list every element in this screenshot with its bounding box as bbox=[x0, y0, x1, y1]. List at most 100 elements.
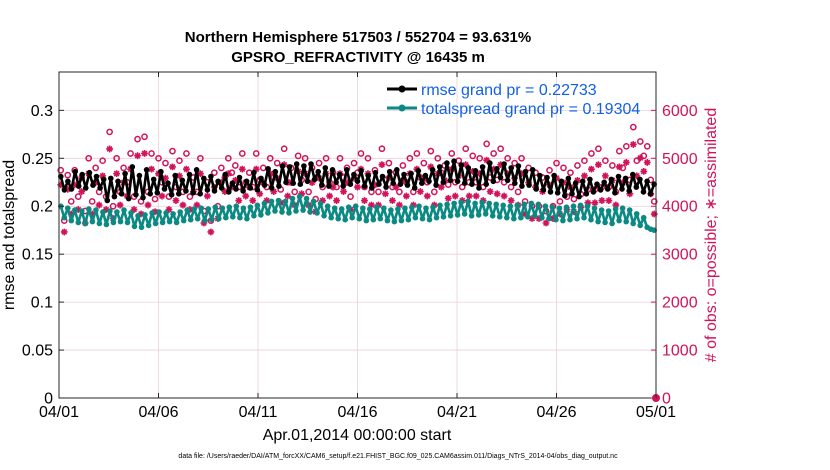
totalspread-point bbox=[314, 210, 320, 216]
rmse-point bbox=[433, 182, 439, 188]
rmse-point bbox=[476, 185, 482, 191]
totalspread-point bbox=[75, 219, 82, 226]
obs-possible-point bbox=[134, 135, 141, 143]
obs-assimilated-point bbox=[277, 199, 285, 207]
obs-assimilated-point bbox=[92, 179, 100, 187]
obs-assimilated-point bbox=[444, 194, 452, 202]
rmse-point bbox=[358, 168, 364, 174]
obs-assimilated-point bbox=[507, 197, 515, 204]
obs-assimilated-point bbox=[392, 183, 400, 191]
totalspread-point bbox=[282, 198, 289, 205]
obs-assimilated-point bbox=[549, 215, 557, 222]
rmse-point bbox=[594, 181, 600, 187]
totalspread-point bbox=[237, 214, 243, 221]
obs-assimilated-point bbox=[102, 206, 110, 213]
totalspread-point bbox=[440, 214, 447, 220]
rmse-point bbox=[472, 168, 479, 174]
rmse-point bbox=[379, 173, 386, 180]
totalspread-point bbox=[145, 222, 152, 229]
totalspread-point bbox=[426, 216, 433, 223]
rmse-point bbox=[626, 188, 632, 194]
rmse-point bbox=[340, 183, 347, 189]
totalspread-point bbox=[598, 207, 605, 213]
rmse-point bbox=[579, 178, 586, 185]
obs-assimilated-point bbox=[594, 161, 602, 169]
obs-possible-point bbox=[197, 154, 204, 162]
rmse-point bbox=[351, 171, 357, 178]
rmse-point bbox=[150, 176, 157, 183]
obs-assimilated-point bbox=[151, 208, 159, 216]
totalspread-point bbox=[79, 208, 85, 214]
totalspread-point bbox=[254, 202, 261, 209]
rmse-point bbox=[508, 165, 514, 171]
obs-assimilated-point bbox=[284, 192, 292, 200]
obs-possible-point bbox=[141, 133, 148, 141]
obs-assimilated-point bbox=[402, 192, 410, 200]
totalspread-point bbox=[633, 211, 640, 217]
totalspread-point bbox=[300, 207, 306, 213]
rmse-point bbox=[258, 175, 264, 182]
rmse-point bbox=[461, 180, 468, 186]
obs-possible-point bbox=[347, 193, 354, 200]
obs-assimilated-point bbox=[581, 172, 588, 180]
obs-possible-point bbox=[448, 150, 456, 157]
totalspread-point bbox=[216, 215, 222, 222]
obs-possible-point bbox=[305, 188, 312, 196]
obs-possible-point bbox=[588, 150, 595, 157]
totalspread-point bbox=[535, 201, 542, 208]
rmse-point bbox=[361, 183, 368, 189]
totalspread-point bbox=[96, 220, 103, 227]
obs-possible-point bbox=[155, 154, 162, 162]
totalspread-point bbox=[416, 203, 422, 209]
rmse-point bbox=[143, 167, 150, 173]
obs-assimilated-point bbox=[490, 165, 498, 173]
obs-assimilated-point bbox=[172, 197, 180, 204]
obs-assimilated-point bbox=[64, 185, 72, 193]
rmse-point bbox=[633, 184, 640, 190]
rmse-point bbox=[204, 187, 211, 193]
rmse-point bbox=[622, 175, 629, 182]
data-file-footer: data file: /Users/raeder/DAI/ATM_forcXX/… bbox=[178, 453, 618, 460]
totalspread-point bbox=[370, 216, 377, 223]
rmse-point bbox=[86, 169, 93, 176]
totalspread-point bbox=[532, 213, 538, 219]
obs-assimilated-point bbox=[598, 197, 606, 204]
rmse-point bbox=[401, 171, 407, 178]
obs-assimilated-point bbox=[340, 188, 347, 195]
obs-assimilated-point bbox=[416, 188, 424, 195]
totalspread-point bbox=[275, 197, 282, 204]
rmse-point bbox=[104, 197, 111, 204]
totalspread-point bbox=[405, 216, 412, 223]
obs-assimilated-point bbox=[350, 174, 358, 182]
rmse-point bbox=[293, 161, 300, 167]
rmse-point bbox=[125, 195, 132, 202]
totalspread-point bbox=[574, 215, 580, 222]
rmse-point bbox=[261, 182, 268, 188]
obs-assimilated-point bbox=[326, 192, 333, 200]
rmse-point bbox=[297, 181, 304, 187]
obs-possible-point bbox=[511, 159, 518, 167]
totalspread-point bbox=[539, 214, 545, 221]
obs-possible-point bbox=[399, 162, 407, 169]
rmse-point bbox=[93, 173, 100, 180]
y-left-tick-label: 0.25 bbox=[22, 151, 53, 168]
totalspread-point bbox=[296, 193, 303, 200]
totalspread-point bbox=[352, 203, 359, 209]
totalspread-point bbox=[61, 214, 68, 221]
totalspread-point bbox=[180, 217, 187, 224]
obs-possible-point bbox=[556, 198, 564, 205]
rmse-point bbox=[190, 190, 196, 196]
obs-possible-point bbox=[483, 140, 491, 148]
totalspread-point bbox=[349, 214, 356, 221]
obs-possible-point bbox=[106, 128, 113, 136]
legend: rmse grand pr = 0.22733 totalspread gran… bbox=[387, 82, 640, 118]
totalspread-point bbox=[556, 205, 563, 211]
y-right-tick-label: 4000 bbox=[662, 199, 698, 216]
totalspread-point bbox=[114, 209, 120, 215]
rmse-point bbox=[122, 170, 128, 177]
rmse-point bbox=[397, 181, 404, 187]
totalspread-point bbox=[525, 214, 531, 220]
obs-assimilated-point bbox=[427, 163, 435, 171]
obs-assimilated-point bbox=[231, 176, 239, 184]
totalspread-point bbox=[468, 213, 475, 219]
